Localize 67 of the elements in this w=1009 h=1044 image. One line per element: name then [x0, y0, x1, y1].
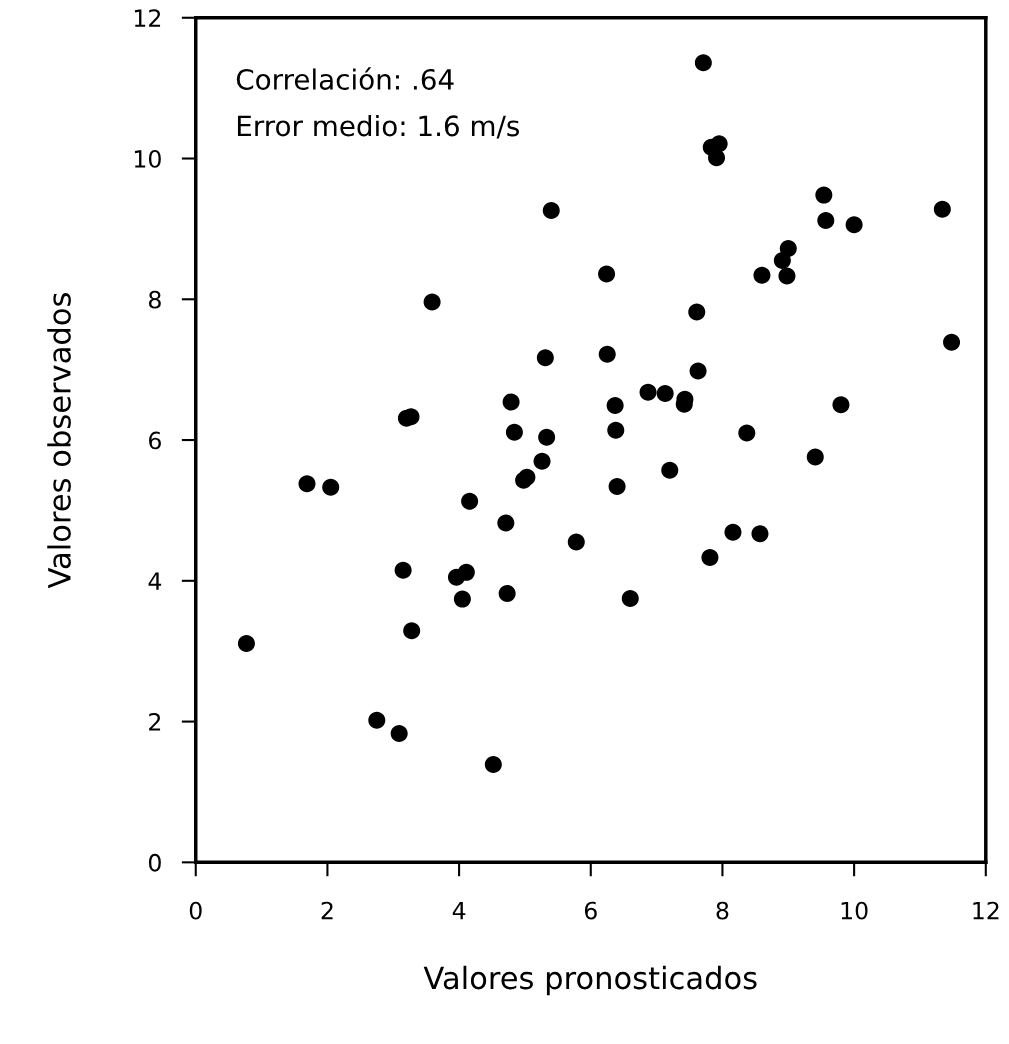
y-tick-label: 10: [134, 149, 161, 168]
point: [815, 186, 833, 204]
annotation: Error medio: 1.6 m/s: [237, 114, 519, 139]
point: [403, 622, 421, 640]
x-tick-label: 6: [584, 901, 597, 920]
x-tick-label: 8: [716, 901, 729, 920]
point: [621, 589, 639, 607]
annotation: Correlación: .64: [236, 67, 454, 90]
point: [542, 202, 560, 220]
point: [484, 756, 502, 774]
point: [606, 397, 624, 415]
point: [538, 428, 556, 446]
point: [701, 549, 719, 567]
point: [694, 54, 712, 72]
y-tick-label: 0: [148, 853, 161, 872]
point: [423, 293, 441, 311]
x-axis-title: Valores pronosticados: [423, 965, 757, 996]
point: [778, 267, 796, 285]
point: [498, 584, 516, 602]
point: [598, 345, 616, 363]
y-tick-label: 6: [149, 431, 161, 450]
y-tick-label: 12: [134, 9, 161, 27]
point: [322, 478, 340, 496]
point: [724, 523, 742, 541]
point: [806, 448, 824, 466]
point: [933, 200, 951, 218]
point: [708, 149, 726, 167]
point: [845, 216, 863, 234]
point: [832, 396, 850, 414]
point: [661, 461, 679, 479]
point: [368, 711, 386, 729]
x-tick-label: 4: [452, 901, 466, 920]
point: [753, 266, 771, 284]
point: [237, 634, 255, 652]
point: [738, 424, 756, 442]
point: [390, 725, 408, 743]
point: [567, 533, 585, 551]
point: [608, 477, 626, 495]
point: [656, 385, 674, 403]
point: [943, 333, 961, 351]
point: [505, 423, 523, 441]
point: [710, 135, 728, 153]
point: [497, 514, 515, 532]
point: [461, 492, 479, 510]
point: [536, 349, 554, 367]
point: [817, 211, 835, 229]
y-axis-title: Valores observados: [47, 293, 71, 589]
point: [689, 362, 707, 380]
point: [298, 475, 316, 493]
point: [688, 303, 706, 321]
point: [394, 561, 412, 579]
point: [457, 563, 475, 581]
x-tick-label: 2: [321, 901, 333, 920]
x-tick-label: 10: [841, 901, 868, 920]
y-tick-label: 2: [149, 713, 161, 731]
point: [598, 265, 616, 283]
point: [453, 590, 471, 608]
point: [751, 525, 769, 543]
point: [502, 393, 520, 411]
x-tick-label: 12: [973, 901, 999, 920]
y-tick-label: 4: [148, 572, 162, 590]
point: [607, 421, 625, 439]
y-tick-label: 8: [148, 290, 161, 309]
x-tick-label: 0: [189, 901, 202, 920]
point: [639, 383, 657, 401]
point: [533, 452, 551, 470]
point: [773, 252, 791, 270]
